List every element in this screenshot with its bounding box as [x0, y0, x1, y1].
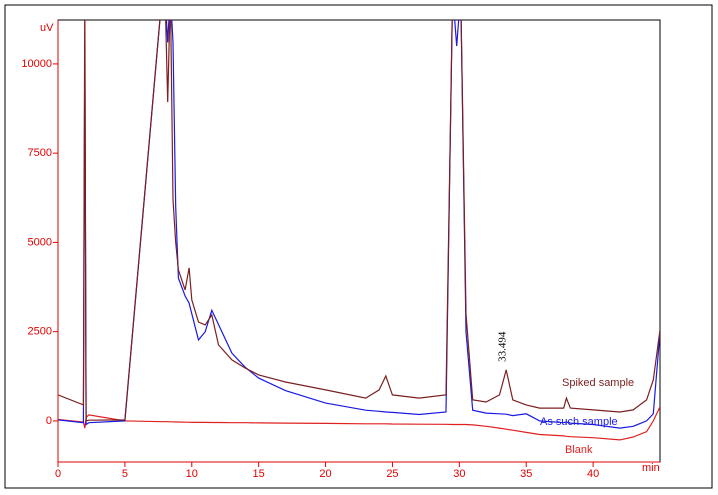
series-line: [58, 406, 660, 441]
x-tick-label: 40: [587, 468, 599, 480]
series-label: Spiked sample: [562, 377, 634, 389]
frame: [4, 4, 713, 489]
peak-annotation: 33.494: [497, 331, 509, 362]
x-tick-label: 30: [453, 468, 465, 480]
x-tick-label: 15: [253, 468, 265, 480]
x-tick-label: 5: [122, 468, 128, 480]
plot-lines: [58, 20, 660, 441]
series-line: [58, 20, 660, 422]
y-tick-label: 5000: [28, 236, 52, 248]
series-label: Blank: [565, 444, 593, 456]
x-tick-label: 0: [55, 468, 61, 480]
x-axis-label: min: [642, 462, 660, 474]
x-tick-label: 20: [319, 468, 331, 480]
series-line: [58, 20, 660, 429]
series-label: As such sample: [540, 416, 618, 428]
y-tick-label: 7500: [28, 147, 52, 159]
y-tick-label: 10000: [21, 58, 52, 70]
y-tick-label: 2500: [28, 326, 52, 338]
x-tick-label: 10: [186, 468, 198, 480]
y-tick-label: 0: [46, 415, 52, 427]
x-tick-label: 25: [386, 468, 398, 480]
y-axis-label: uV: [40, 22, 54, 34]
x-tick-label: 35: [520, 468, 532, 480]
